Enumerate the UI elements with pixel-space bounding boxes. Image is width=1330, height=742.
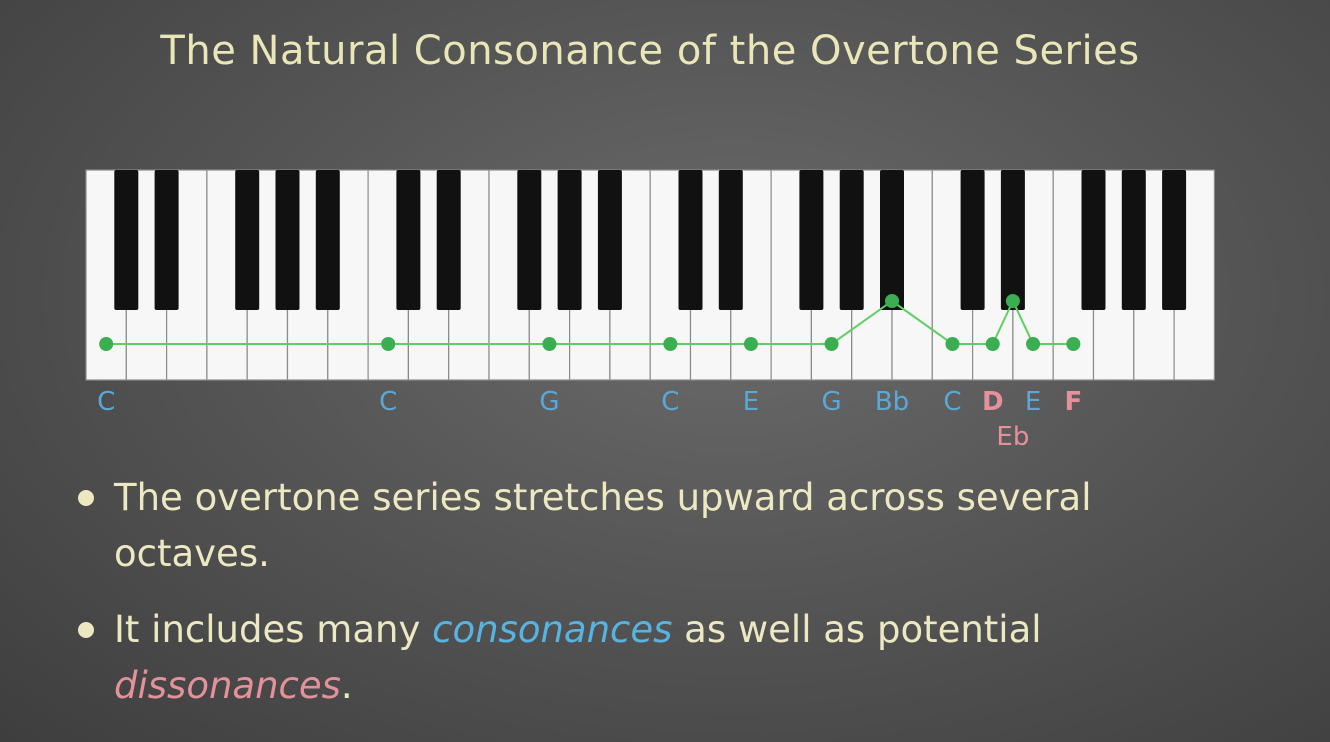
dissonances-word: dissonances (114, 664, 341, 707)
overtone-dot (985, 337, 1000, 351)
note-label-eb: Eb (996, 422, 1029, 452)
slide-title: The Natural Consonance of the Overtone S… (160, 28, 1140, 74)
note-label-c: C (97, 387, 115, 417)
overtone-dot (381, 337, 396, 351)
black-key (718, 170, 743, 310)
black-key (960, 170, 985, 310)
overtone-dot (885, 294, 899, 308)
note-label-c: C (943, 387, 961, 417)
bullet-text-1: The overtone series stretches upward acr… (114, 476, 1092, 575)
black-key (114, 170, 139, 310)
bullet-text-2a: It includes many (114, 608, 433, 651)
overtone-dot (824, 337, 839, 351)
overtone-dot (542, 337, 557, 351)
overtone-dot (945, 337, 960, 351)
bullet-item-2: It includes many consonances as well as … (78, 602, 1228, 714)
bullet-dot-icon (78, 622, 94, 638)
black-key (880, 170, 904, 310)
black-key (315, 170, 340, 310)
note-label-e: E (1025, 387, 1041, 417)
note-label-c: C (379, 387, 397, 417)
black-key (1121, 170, 1146, 310)
bullet-item-1: The overtone series stretches upward acr… (78, 470, 1228, 582)
black-key (235, 170, 260, 310)
black-key (436, 170, 461, 310)
black-key (799, 170, 824, 310)
note-label-bb: Bb (875, 387, 909, 417)
note-label-e: E (743, 387, 759, 417)
black-key (396, 170, 421, 310)
consonances-word: consonances (432, 608, 673, 651)
note-label-c: C (661, 387, 679, 417)
black-key (517, 170, 542, 310)
overtone-dot (663, 337, 678, 351)
bullet-text-2c: . (340, 664, 353, 707)
overtone-dot (743, 337, 758, 351)
bullet-text-2b: as well as potential (672, 608, 1042, 651)
black-key (1081, 170, 1106, 310)
black-key (154, 170, 179, 310)
black-key (678, 170, 703, 310)
black-key (275, 170, 300, 310)
bullet-dot-icon (78, 490, 94, 506)
overtone-dot (1066, 337, 1081, 351)
note-label-f: F (1064, 387, 1082, 417)
note-label-g: G (821, 387, 841, 417)
note-label-g: G (539, 387, 559, 417)
black-key (557, 170, 582, 310)
black-key (597, 170, 622, 310)
overtone-connector-line (106, 298, 1074, 345)
black-key (1000, 170, 1025, 310)
black-key (1162, 170, 1187, 310)
black-key (839, 170, 864, 310)
note-label-d: D (982, 387, 1004, 417)
bullet-list: The overtone series stretches upward acr… (78, 470, 1228, 734)
overtone-dot (1005, 294, 1020, 308)
overtone-dot (1026, 337, 1041, 351)
overtone-dot (99, 337, 114, 351)
